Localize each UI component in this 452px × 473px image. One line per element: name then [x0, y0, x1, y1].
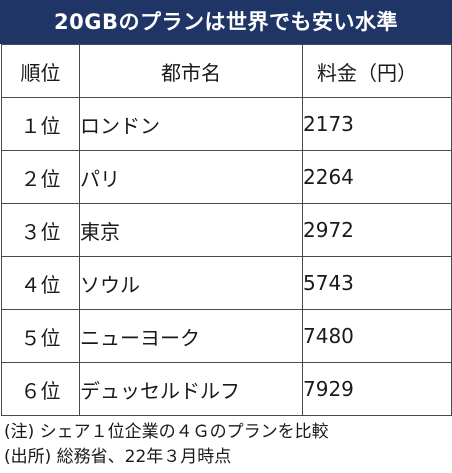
- rank-cell: ２位: [1, 150, 80, 204]
- header-fee: 料金（円）: [302, 44, 452, 98]
- rank-cell: ３位: [1, 203, 80, 257]
- fee-cell: 2972: [302, 203, 452, 257]
- chart-title: 20GBのプランは世界でも安い水準: [0, 0, 452, 44]
- header-rank: 順位: [1, 44, 80, 98]
- fee-cell: 2264: [302, 150, 452, 204]
- footnote-note: (注) シェア１位企業の４Ｇのプランを比較: [4, 422, 329, 442]
- header-city: 都市名: [79, 44, 303, 98]
- rank-cell: ５位: [1, 309, 80, 363]
- footnote-source: (出所) 総務省、22年３月時点: [4, 447, 232, 467]
- table-header-row: 順位 都市名 料金（円）: [1, 44, 452, 98]
- fee-cell: 7929: [302, 362, 452, 416]
- rank-cell: ４位: [1, 256, 80, 310]
- table-row: ５位 ニューヨーク 7480: [1, 309, 452, 363]
- table-row: ２位 パリ 2264: [1, 150, 452, 204]
- city-cell: ニューヨーク: [79, 309, 303, 363]
- fee-cell: 2173: [302, 97, 452, 151]
- city-cell: ロンドン: [79, 97, 303, 151]
- rank-cell: ６位: [1, 362, 80, 416]
- fee-cell: 5743: [302, 256, 452, 310]
- city-cell: パリ: [79, 150, 303, 204]
- city-cell: 東京: [79, 203, 303, 257]
- table-row: ６位 デュッセルドルフ 7929: [1, 362, 452, 416]
- fee-cell: 7480: [302, 309, 452, 363]
- city-cell: ソウル: [79, 256, 303, 310]
- table-row: ３位 東京 2972: [1, 203, 452, 257]
- ranking-table: 順位 都市名 料金（円） １位 ロンドン 2173 ２位 パリ 2264 ３位 …: [1, 44, 452, 416]
- footnotes: (注) シェア１位企業の４Ｇのプランを比較 (出所) 総務省、22年３月時点: [4, 420, 450, 470]
- rank-cell: １位: [1, 97, 80, 151]
- city-cell: デュッセルドルフ: [79, 362, 303, 416]
- table-row: ４位 ソウル 5743: [1, 256, 452, 310]
- table-row: １位 ロンドン 2173: [1, 97, 452, 151]
